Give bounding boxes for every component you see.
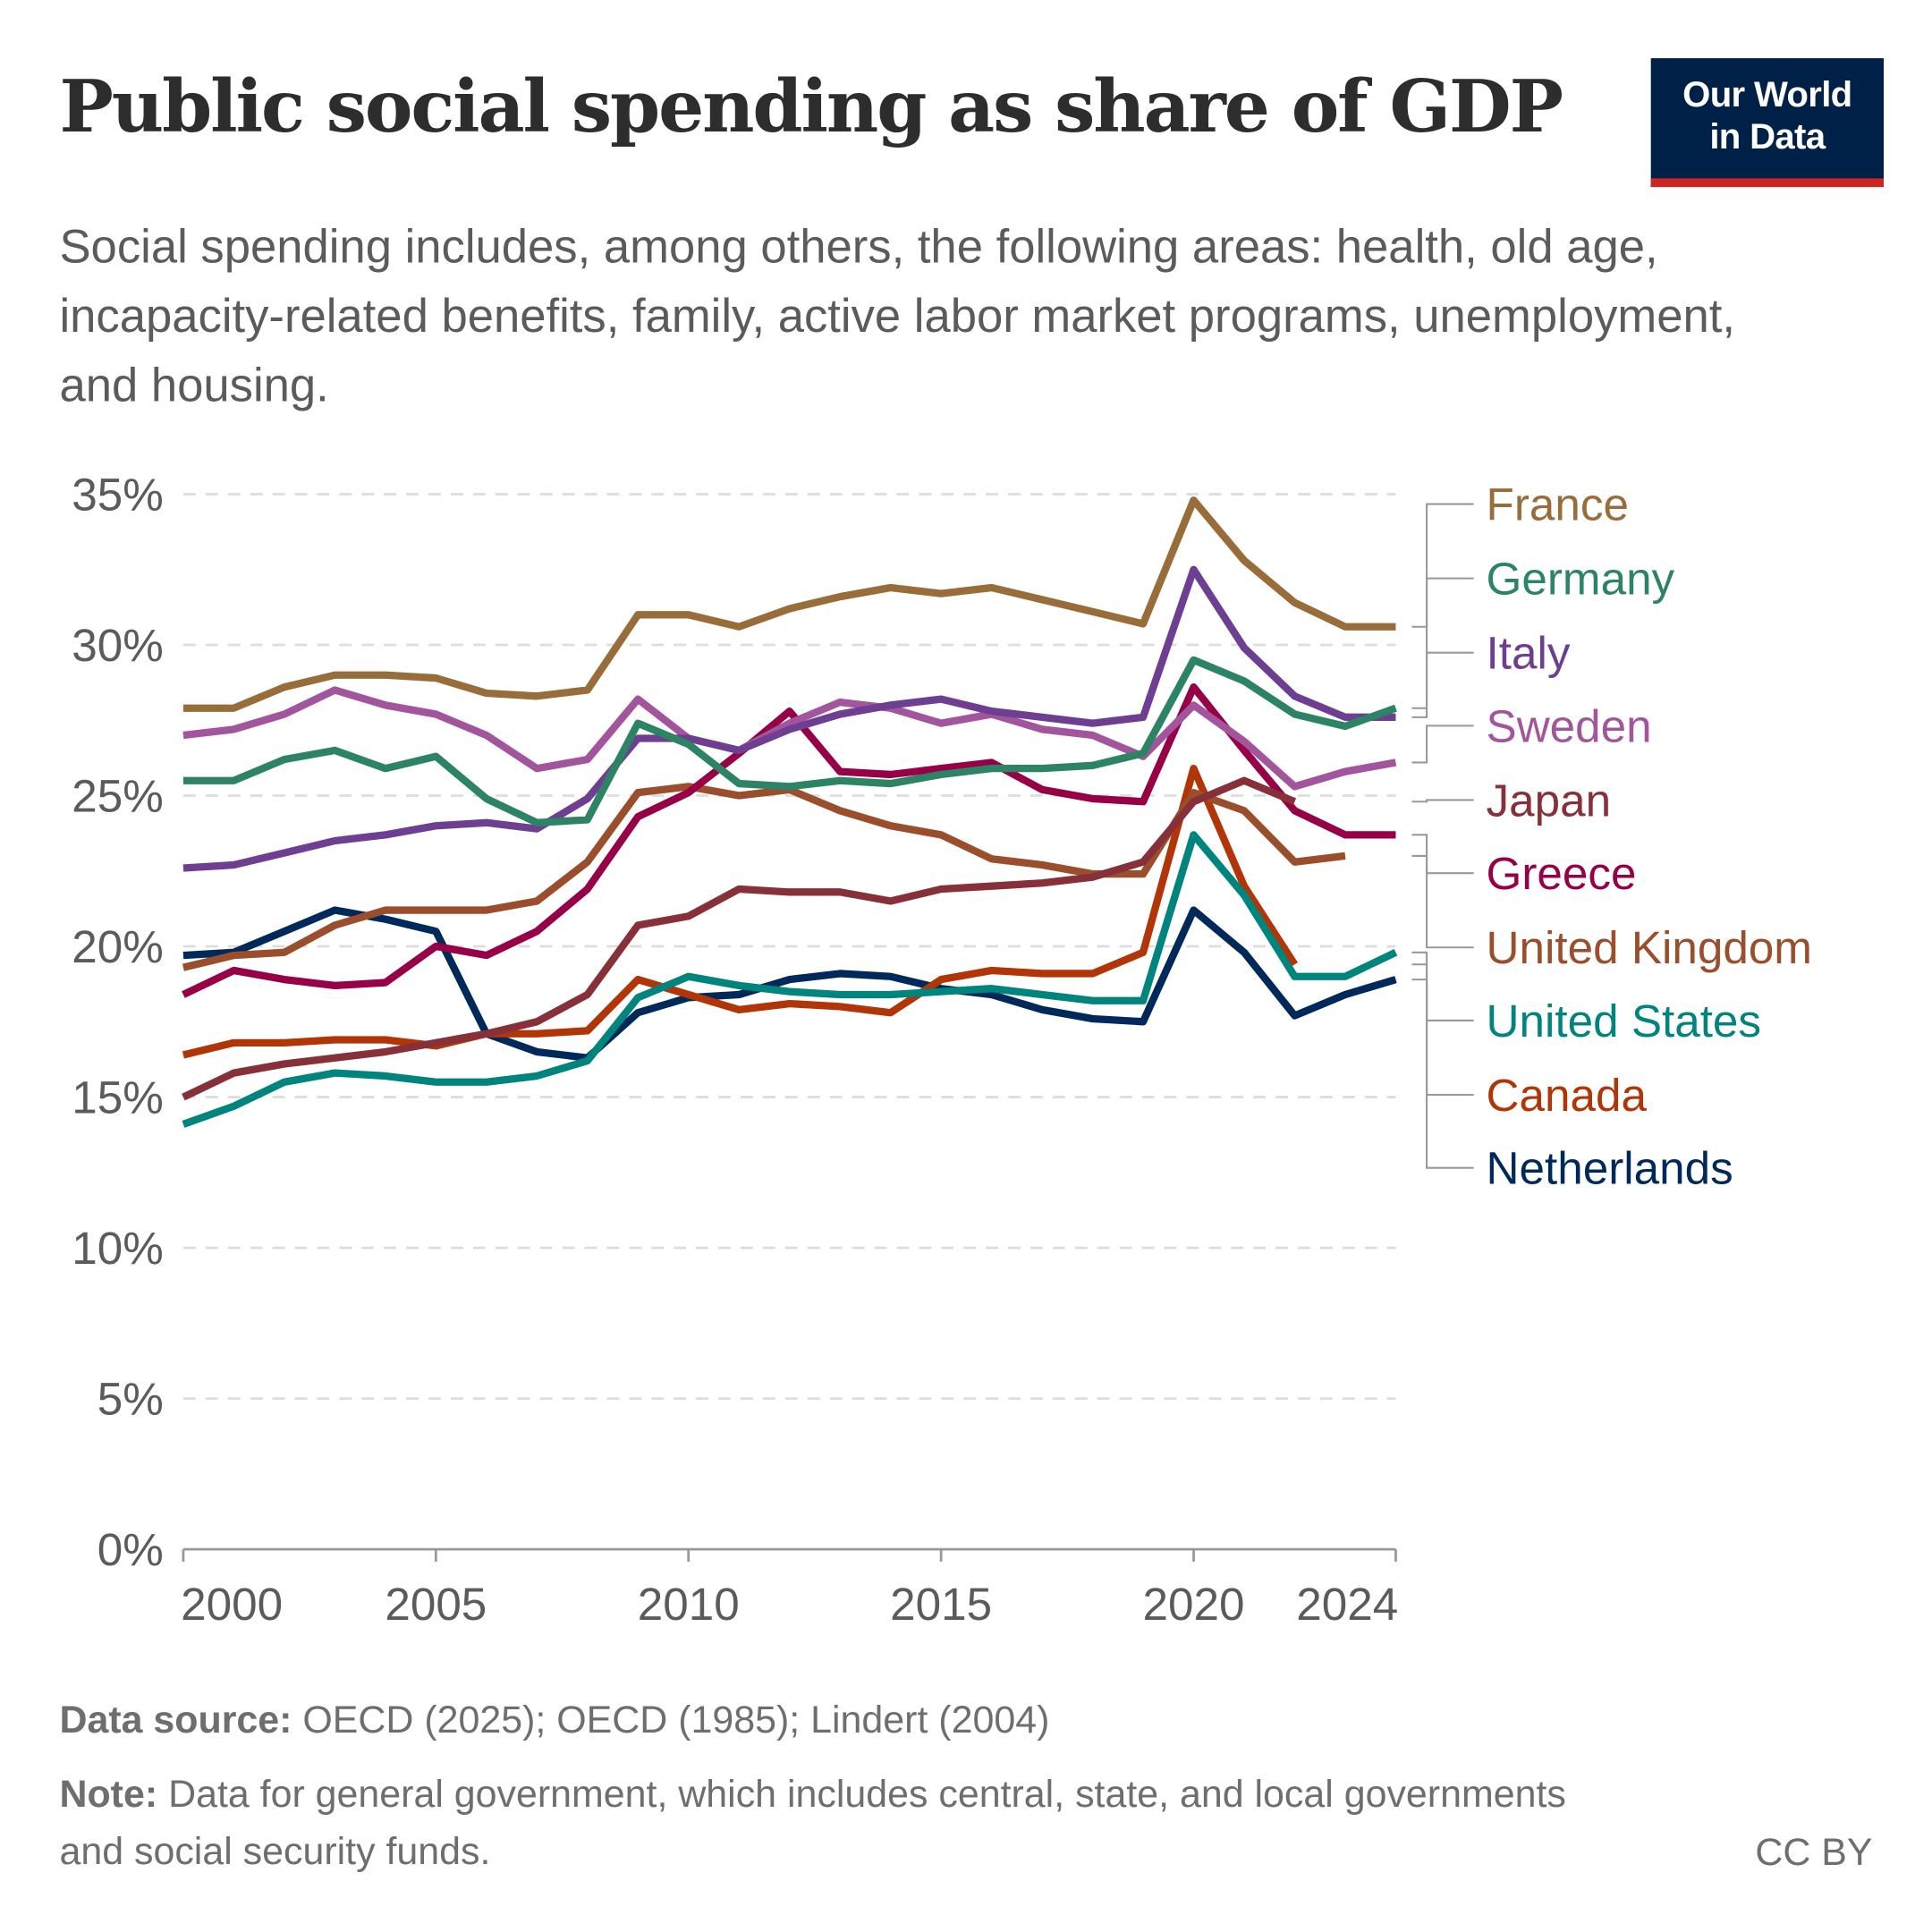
legend-label-germany: Germany [1487, 554, 1675, 605]
legend-label-netherlands: Netherlands [1487, 1143, 1733, 1194]
source-label: Data source: [59, 1698, 292, 1741]
y-tick-label: 30% [72, 620, 164, 671]
y-tick-label: 15% [72, 1072, 164, 1123]
y-tick-label: 20% [72, 921, 164, 972]
x-tick-label: 2005 [385, 1579, 487, 1630]
note-text: Data for general government, which inclu… [59, 1772, 1566, 1873]
x-tick-label: 2015 [890, 1579, 992, 1630]
x-tick-label: 2024 [1296, 1579, 1398, 1630]
logo-line-2: in Data [1709, 117, 1826, 157]
series-line-sweden [182, 686, 1397, 791]
legend-connector [1411, 854, 1474, 949]
series-line-greece [182, 683, 1396, 998]
legend-connector [1411, 651, 1474, 718]
legend-connector [1411, 963, 1474, 1097]
x-tick-label: 2010 [638, 1579, 740, 1630]
legend-label-greece: Greece [1487, 848, 1637, 899]
line-chart: 0% 5% 10% 15% 20% 25% 30% 35% 2000 2005 2010 2015 20… [72, 469, 1812, 1630]
note-label: Note: [59, 1772, 158, 1816]
y-tick-label: 5% [97, 1374, 164, 1425]
legend-label-italy: Italy [1487, 628, 1571, 679]
x-tick-label: 2000 [181, 1579, 283, 1630]
legend-connector [1411, 724, 1474, 764]
legend-label-sweden: Sweden [1487, 700, 1652, 751]
legend-connector [1411, 503, 1474, 628]
series-line-italy [182, 565, 1396, 872]
y-tick-label: 35% [72, 469, 164, 520]
legend-connector [1411, 577, 1474, 709]
legend-label-france: France [1487, 479, 1629, 530]
source-text: OECD (2025); OECD (1985); Lindert (2004) [292, 1698, 1050, 1741]
legend-label-canada: Canada [1487, 1070, 1648, 1121]
series-line-germany [182, 656, 1397, 826]
series-line-netherlands [182, 906, 1397, 1062]
license[interactable]: CC BY [1755, 1830, 1873, 1874]
series-line-united-kingdom [182, 783, 1346, 971]
legend-label-japan: Japan [1487, 775, 1612, 826]
y-tick-label: 25% [72, 771, 164, 822]
x-tick-label: 2020 [1143, 1579, 1245, 1630]
y-tick-label: 10% [72, 1223, 164, 1274]
legend-label-united-states: United States [1487, 996, 1761, 1046]
legend-connector [1411, 834, 1474, 875]
owid-logo[interactable]: Our World in Data [1650, 58, 1884, 188]
note: Note: Data for general government, which… [59, 1766, 1620, 1879]
legend-label-united-kingdom: United Kingdom [1487, 922, 1812, 973]
series-line-united-states [182, 831, 1398, 1128]
legend-connector [1411, 799, 1474, 803]
series-line-canada [182, 764, 1298, 1059]
logo-line-1: Our World [1682, 75, 1852, 115]
chart-title: Public social spending as share of GDP [59, 64, 1563, 149]
data-source: Data source: OECD (2025); OECD (1985); L… [59, 1691, 1049, 1749]
legend-connector [1411, 979, 1474, 1169]
y-tick-label: 0% [97, 1524, 164, 1575]
chart-subtitle: Social spending includes, among others, … [59, 221, 1735, 413]
legend-connector [1411, 951, 1474, 1021]
series-line-japan [182, 776, 1297, 1101]
series-line-france [182, 496, 1396, 712]
